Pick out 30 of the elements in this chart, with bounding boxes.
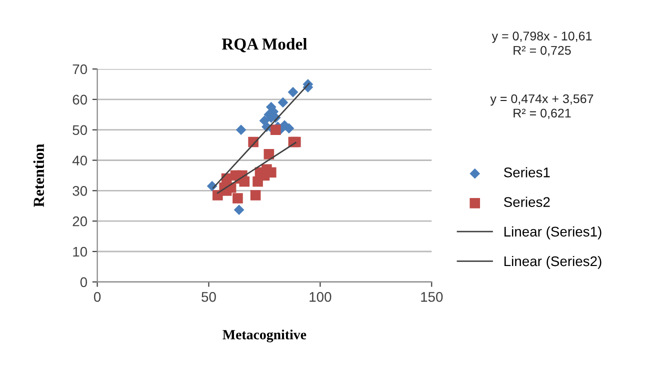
y-tick-label: 50 [72,125,88,136]
y-tick-label: 70 [72,64,88,74]
point [278,97,288,108]
x-tick-label: 0 [94,292,101,302]
point [250,190,261,200]
y-tick-label: 10 [73,246,88,257]
legend-label: Linear (Series1) [504,226,602,240]
y-tick-label: 20 [72,216,88,226]
y-tick-label: 40 [72,156,88,166]
x-axis-title: Metacognitive [222,330,306,342]
y-axis-title: Retention [33,144,44,208]
point [284,123,294,134]
point [288,86,298,98]
text: y = 0,798x - 10,61 R² = 0,725 [492,32,592,56]
x-tick-label: 100 [310,292,332,302]
point [290,136,301,148]
x-tick-label: 150 [421,292,443,302]
legend-label: Linear (Series2) [504,256,602,269]
x-tick-label: 50 [202,292,216,302]
legend-label: Series2 [504,196,550,207]
point [236,124,246,136]
point [264,149,274,160]
chart-title: RQA Model [222,38,308,52]
y-tick-label: 60 [72,94,88,105]
text: y = 0,474x + 3,567 R² = 0,621 [490,94,594,120]
y-tick-label: 30 [72,186,88,196]
y-tick-label: 0 [80,277,88,288]
legend-label: Series1 [504,167,550,178]
point [234,204,244,216]
point [232,193,243,204]
